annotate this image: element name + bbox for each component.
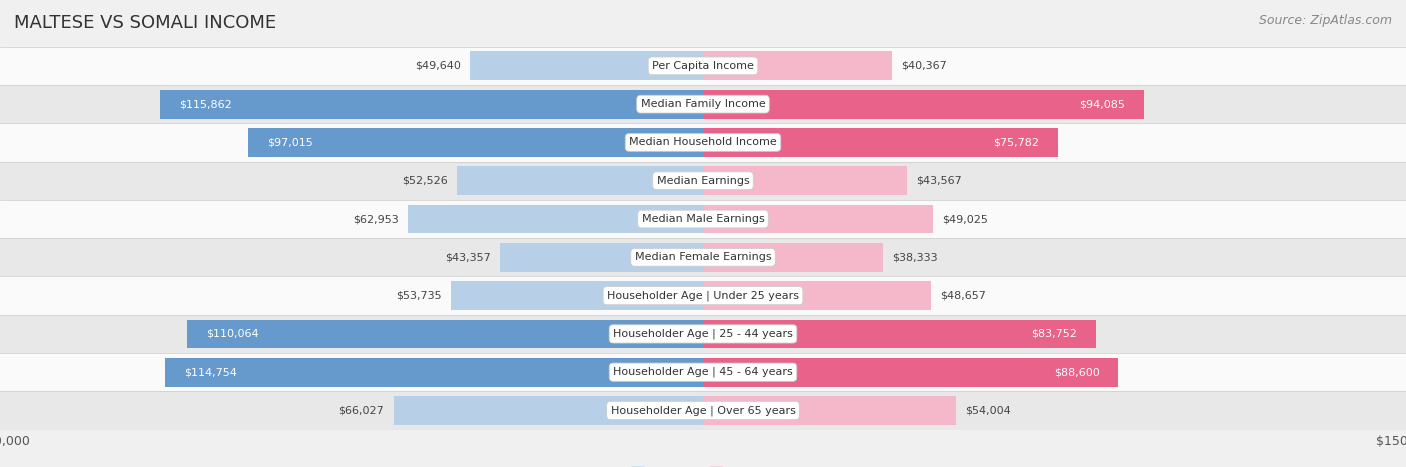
- Bar: [0, 315, 1406, 353]
- Text: $43,567: $43,567: [917, 176, 962, 186]
- Text: Householder Age | Over 65 years: Householder Age | Over 65 years: [610, 405, 796, 416]
- Bar: [457, 166, 703, 195]
- Text: $49,640: $49,640: [415, 61, 461, 71]
- Bar: [160, 90, 703, 119]
- Legend: Maltese, Somali: Maltese, Somali: [626, 462, 780, 467]
- Bar: [471, 51, 703, 80]
- Bar: [394, 396, 703, 425]
- Bar: [703, 205, 932, 234]
- Text: MALTESE VS SOMALI INCOME: MALTESE VS SOMALI INCOME: [14, 14, 276, 32]
- Bar: [703, 358, 1118, 387]
- Text: $75,782: $75,782: [994, 137, 1039, 148]
- Text: Householder Age | 25 - 44 years: Householder Age | 25 - 44 years: [613, 329, 793, 339]
- Bar: [703, 243, 883, 272]
- Text: Householder Age | 45 - 64 years: Householder Age | 45 - 64 years: [613, 367, 793, 377]
- Text: $38,333: $38,333: [891, 252, 938, 262]
- Bar: [451, 281, 703, 310]
- Bar: [249, 128, 703, 157]
- Text: $114,754: $114,754: [184, 367, 236, 377]
- Bar: [703, 128, 1059, 157]
- Text: $94,085: $94,085: [1080, 99, 1125, 109]
- Bar: [703, 396, 956, 425]
- Bar: [0, 238, 1406, 276]
- Bar: [499, 243, 703, 272]
- Text: $88,600: $88,600: [1053, 367, 1099, 377]
- Text: Median Female Earnings: Median Female Earnings: [634, 252, 772, 262]
- Bar: [703, 319, 1095, 348]
- Bar: [165, 358, 703, 387]
- Text: $83,752: $83,752: [1031, 329, 1077, 339]
- Text: Median Male Earnings: Median Male Earnings: [641, 214, 765, 224]
- Text: Source: ZipAtlas.com: Source: ZipAtlas.com: [1258, 14, 1392, 27]
- Text: $40,367: $40,367: [901, 61, 948, 71]
- Bar: [408, 205, 703, 234]
- Text: $52,526: $52,526: [402, 176, 447, 186]
- Text: Per Capita Income: Per Capita Income: [652, 61, 754, 71]
- Text: $49,025: $49,025: [942, 214, 988, 224]
- Text: Median Earnings: Median Earnings: [657, 176, 749, 186]
- Bar: [703, 90, 1144, 119]
- Bar: [703, 166, 907, 195]
- Bar: [0, 276, 1406, 315]
- Text: Median Family Income: Median Family Income: [641, 99, 765, 109]
- Bar: [0, 200, 1406, 238]
- Text: Householder Age | Under 25 years: Householder Age | Under 25 years: [607, 290, 799, 301]
- Bar: [187, 319, 703, 348]
- Text: $43,357: $43,357: [444, 252, 491, 262]
- Text: $62,953: $62,953: [353, 214, 398, 224]
- Text: Median Household Income: Median Household Income: [628, 137, 778, 148]
- Bar: [0, 162, 1406, 200]
- Text: $48,657: $48,657: [941, 290, 986, 301]
- Bar: [0, 47, 1406, 85]
- Text: $115,862: $115,862: [179, 99, 232, 109]
- Text: $110,064: $110,064: [205, 329, 259, 339]
- Bar: [703, 51, 893, 80]
- Bar: [0, 391, 1406, 430]
- Text: $54,004: $54,004: [966, 405, 1011, 416]
- Bar: [0, 85, 1406, 123]
- Text: $53,735: $53,735: [396, 290, 441, 301]
- Text: $97,015: $97,015: [267, 137, 312, 148]
- Bar: [703, 281, 931, 310]
- Text: $66,027: $66,027: [339, 405, 384, 416]
- Bar: [0, 123, 1406, 162]
- Bar: [0, 353, 1406, 391]
